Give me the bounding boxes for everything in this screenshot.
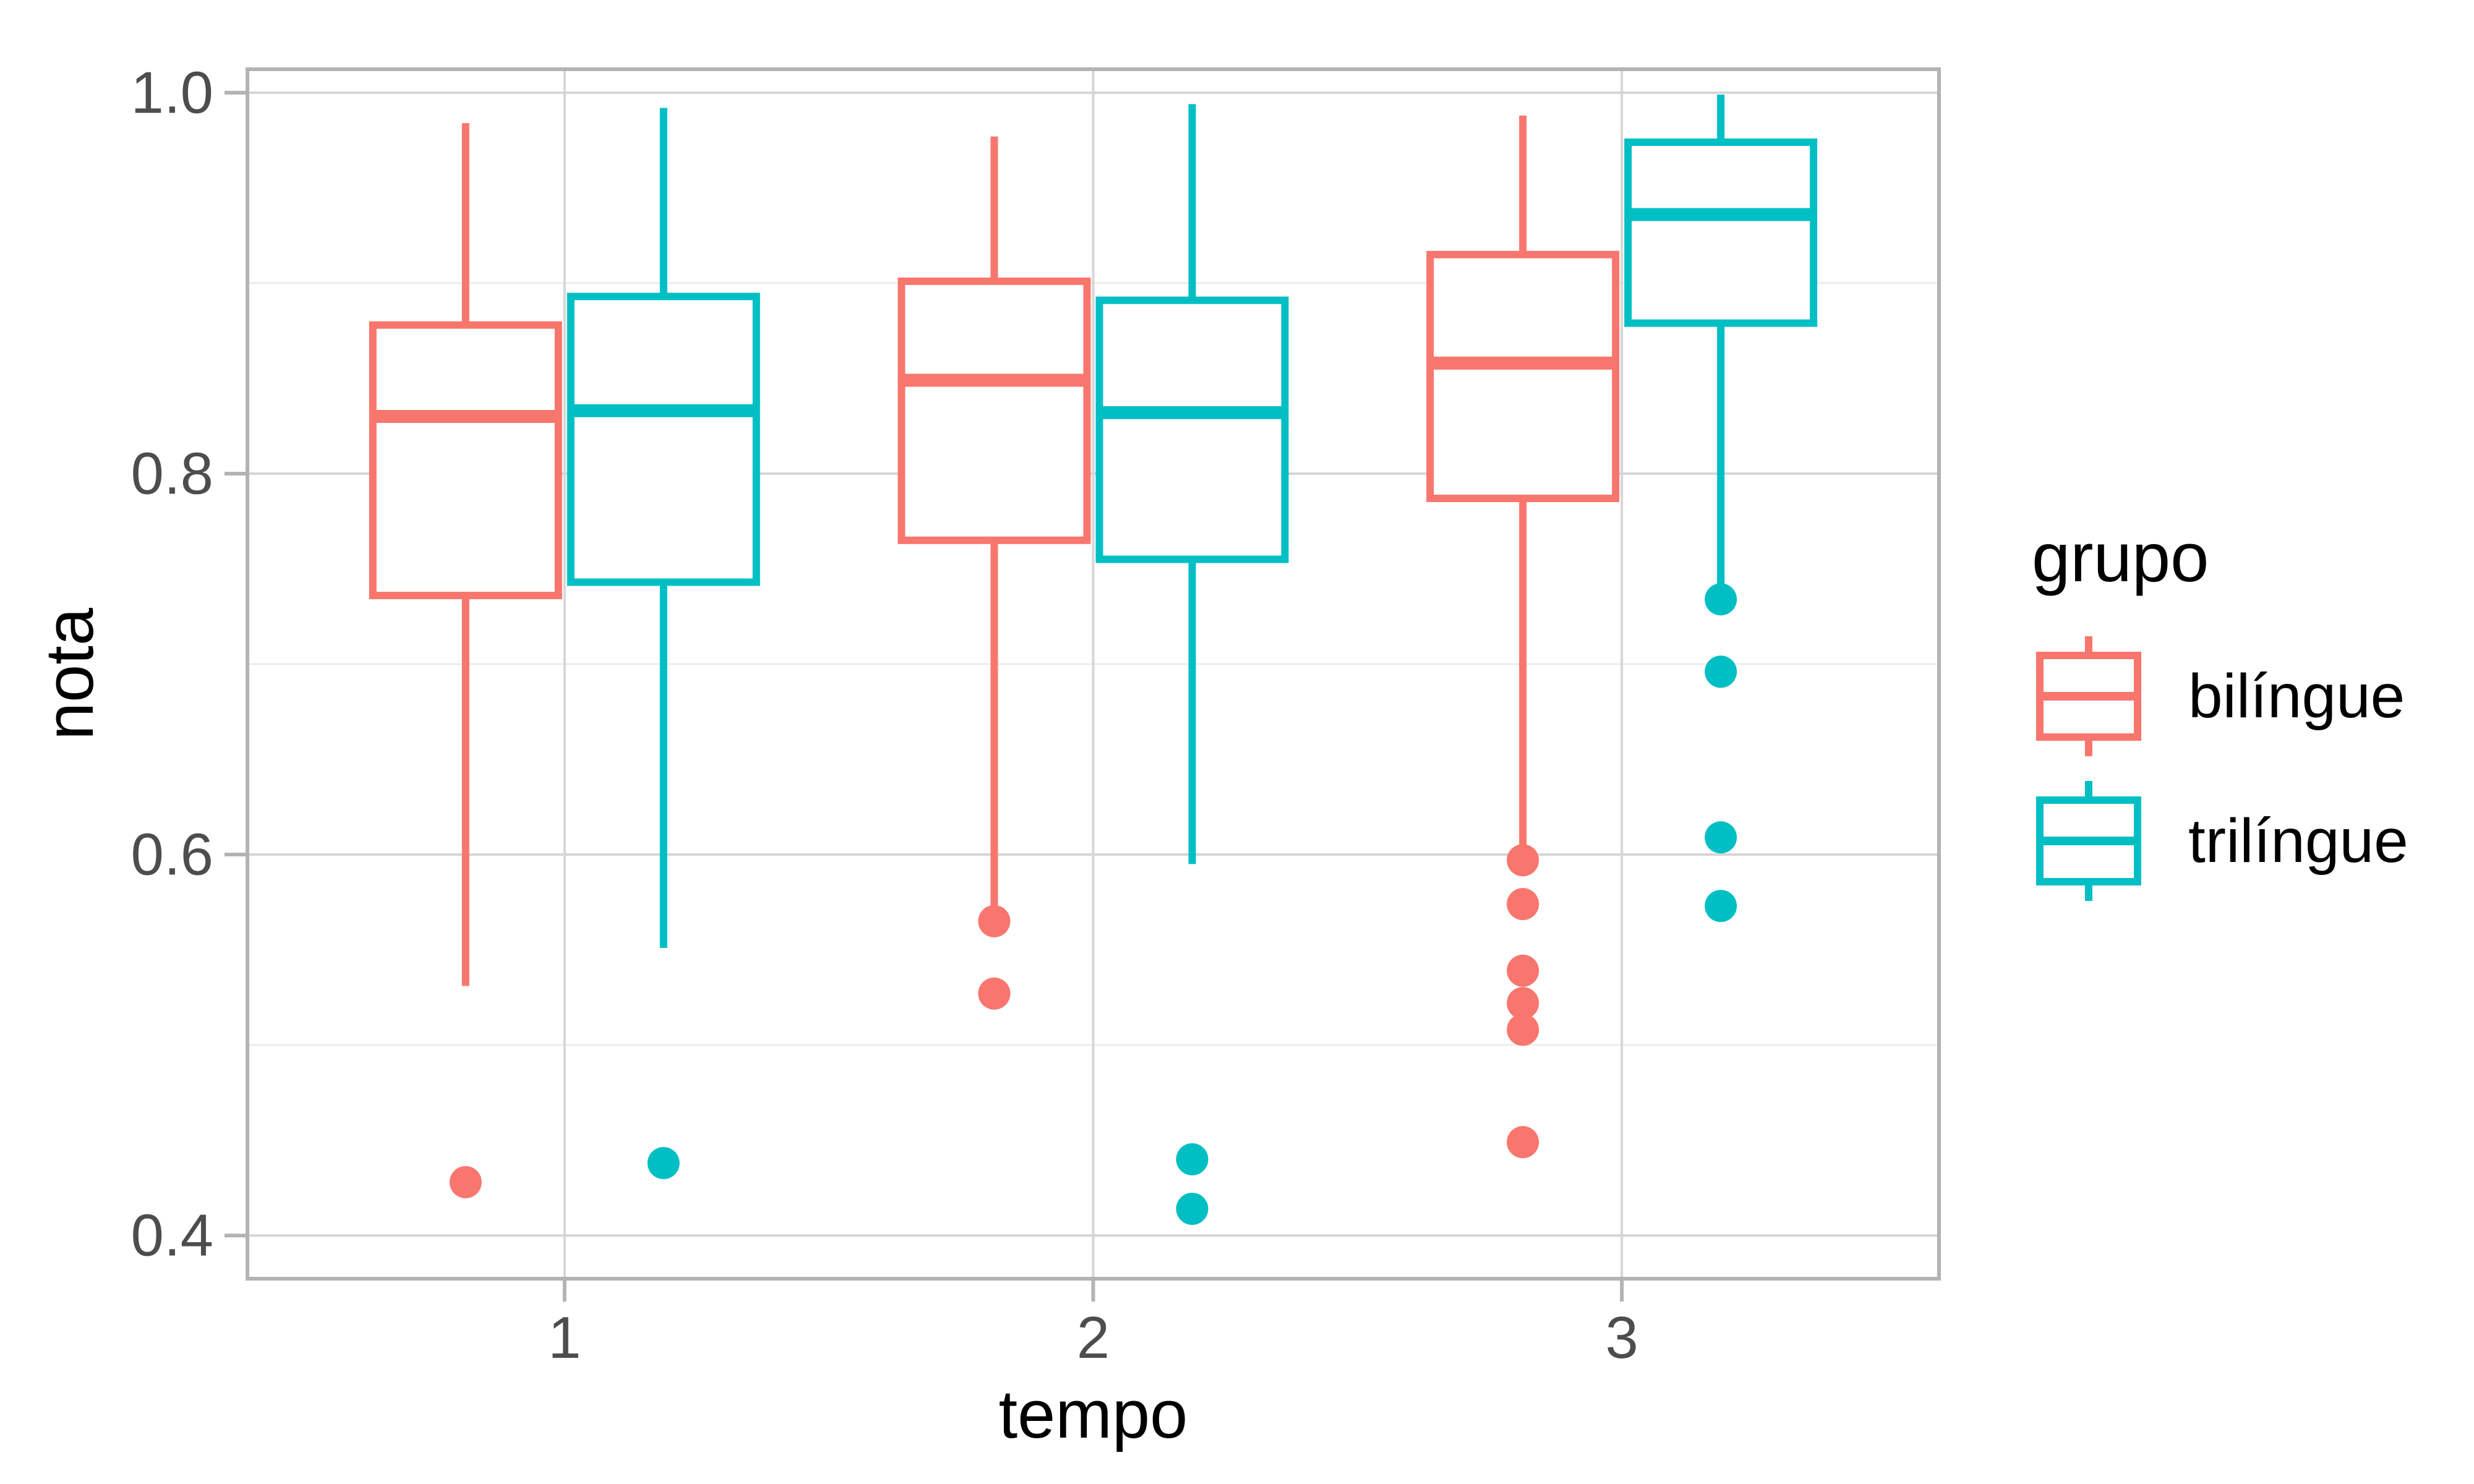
box-bilíngue-tempo2 — [897, 136, 1091, 1010]
outlier-point — [978, 977, 1011, 1010]
box-iqr — [369, 321, 562, 600]
outlier-point — [1176, 1143, 1209, 1175]
box-bilíngue-tempo1 — [369, 123, 562, 1198]
outlier-point — [1507, 888, 1539, 921]
box-iqr — [567, 292, 760, 586]
box-iqr — [1095, 296, 1289, 563]
outlier-point — [1507, 987, 1539, 1020]
outlier-point — [1705, 655, 1737, 688]
y-tick-label: 0.4 — [131, 1203, 213, 1269]
y-tick-label: 0.6 — [131, 822, 213, 888]
outlier-point — [1705, 583, 1737, 616]
y-tick-label: 0.8 — [131, 441, 213, 507]
box-trilíngue-tempo2 — [1095, 104, 1289, 1225]
outlier-point — [1507, 844, 1539, 877]
legend-title: grupo — [2032, 519, 2209, 596]
outlier-point — [978, 905, 1011, 937]
box-iqr — [1426, 250, 1620, 502]
x-tick-label: 2 — [1077, 1305, 1110, 1371]
box-iqr — [1624, 138, 1818, 327]
x-tick-label: 1 — [548, 1305, 581, 1371]
legend-item-bilíngue: bilíngue — [2036, 636, 2405, 756]
x-tick-label: 3 — [1605, 1305, 1638, 1371]
outlier-point — [449, 1166, 482, 1198]
legend-label: trilíngue — [2188, 806, 2408, 876]
box-trilíngue-tempo1 — [567, 108, 760, 1180]
legend-item-trilíngue: trilíngue — [2036, 781, 2408, 901]
outlier-point — [1507, 954, 1539, 987]
outlier-point — [1705, 890, 1737, 923]
outlier-point — [1507, 1126, 1539, 1159]
legend-label: bilíngue — [2188, 662, 2405, 731]
box-iqr — [897, 277, 1091, 544]
outlier-point — [1507, 1013, 1539, 1046]
outlier-point — [647, 1147, 680, 1180]
box-bilíngue-tempo3 — [1426, 115, 1620, 1159]
outlier-point — [1705, 821, 1737, 854]
outlier-point — [1176, 1192, 1209, 1225]
y-tick-label: 1.0 — [131, 60, 213, 126]
y-axis-title: nota — [32, 607, 108, 740]
box-trilíngue-tempo3 — [1624, 94, 1818, 923]
x-axis-title: tempo — [999, 1376, 1188, 1452]
